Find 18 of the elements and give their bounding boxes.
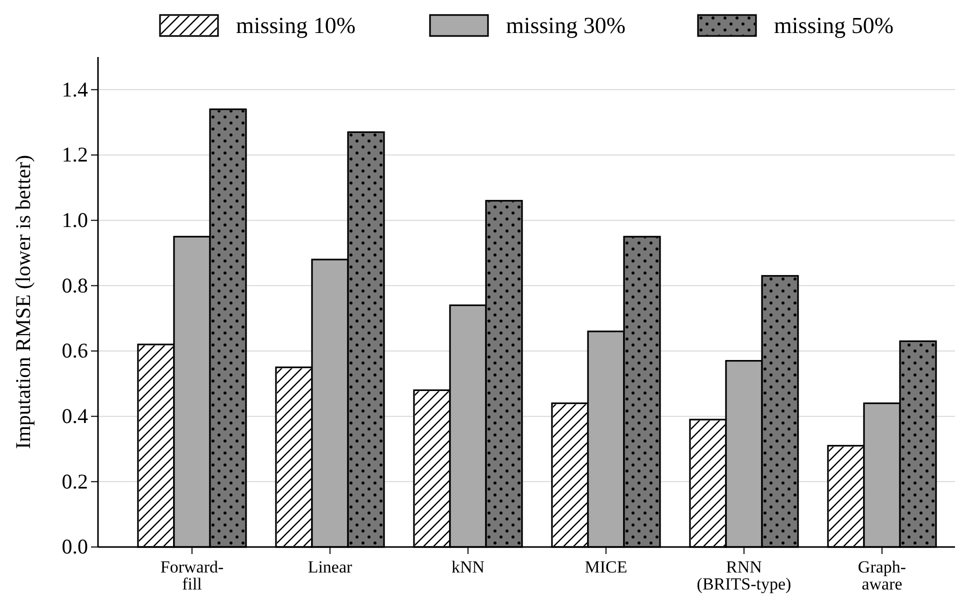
legend-label: missing 50% — [774, 13, 894, 38]
y-tick-label: 0.6 — [62, 338, 88, 363]
y-axis-title: Imputation RMSE (lower is better) — [11, 155, 35, 449]
x-tick-label: RNN (BRITS-type) — [696, 557, 792, 594]
y-tick-label: 0.4 — [62, 404, 88, 428]
x-tick-label: MICE — [584, 557, 628, 576]
y-tick-label: 0.8 — [62, 273, 88, 298]
y-tick-label: 0.0 — [62, 534, 88, 559]
x-tick-label: kNN — [451, 557, 485, 576]
y-tick-label: 1.2 — [62, 142, 88, 167]
legend-label: missing 10% — [236, 13, 356, 38]
x-tick-label: Forward- fill — [160, 557, 224, 594]
x-tick-label: Graph- aware — [858, 557, 906, 594]
x-tick-label: Linear — [308, 557, 353, 576]
y-tick-label: 0.2 — [62, 469, 88, 494]
y-tick-label: 1.4 — [62, 77, 88, 102]
y-tick-label: 1.0 — [62, 208, 88, 232]
legend-label: missing 30% — [506, 13, 626, 38]
